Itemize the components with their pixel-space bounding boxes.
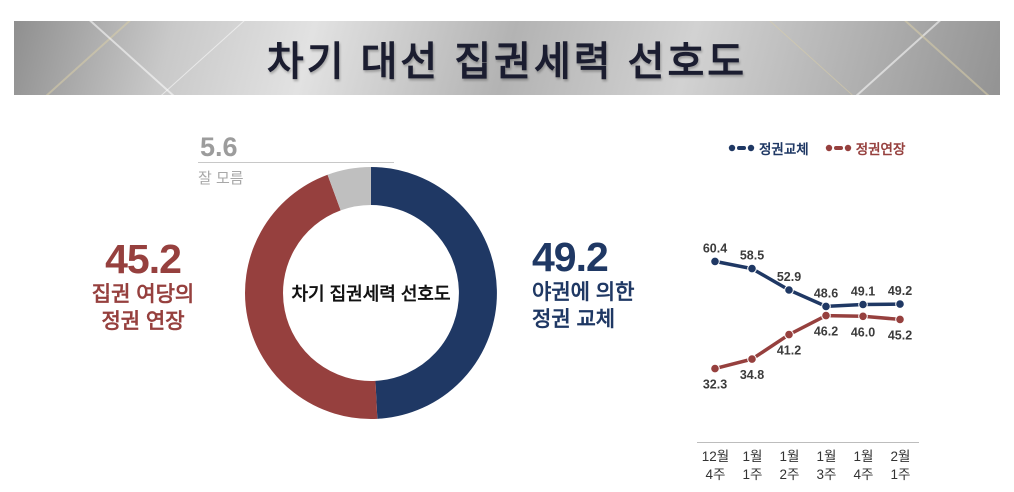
- trend-line: [714, 313, 901, 371]
- data-point-label: 46.2: [814, 325, 838, 339]
- banner-decoration-line: [812, 21, 978, 95]
- banner-decoration-line: [14, 21, 168, 95]
- trend-line: [714, 259, 901, 309]
- legend-marker-icon: [825, 144, 851, 152]
- data-point: [895, 299, 905, 309]
- donut-label-opposition: 49.2 야권에 의한 정권 교체: [532, 234, 702, 333]
- donut-segment: [370, 167, 497, 419]
- data-point-label: 60.4: [703, 241, 727, 255]
- donut-label-ruling-party: 45.2 집권 여당의 정권 연장: [68, 236, 218, 335]
- banner-decoration-line: [52, 21, 218, 95]
- title-banner: 차기 대선 집권세력 선호도: [14, 21, 1000, 95]
- x-axis-labels: 12월 4주 1월 1주 1월 2주 1월 3주 1월 4주 2월 1주: [697, 442, 919, 484]
- donut-center-label: 차기 집권세력 선호도: [291, 284, 451, 304]
- data-point-label: 52.9: [777, 270, 801, 284]
- legend-item-regime-extension: 정권연장: [825, 138, 905, 158]
- data-point-label: 58.5: [740, 249, 764, 263]
- banner-decoration-line: [867, 21, 1000, 95]
- x-axis-label: 1월 3주: [816, 449, 837, 483]
- donut-segment: [327, 167, 372, 211]
- data-point: [858, 299, 868, 310]
- data-point-label: 32.3: [703, 378, 727, 392]
- legend-item-regime-change: 정권교체: [728, 138, 809, 158]
- data-point-label: 49.1: [851, 285, 875, 299]
- trend-line-chart: 60.4 58.5 52.9 48.6 49.1 49.2 32.3 34.8 41.2 46.2…: [703, 241, 912, 392]
- data-point: [821, 301, 831, 312]
- data-point: [710, 256, 720, 267]
- x-axis-label: 12월 4주: [701, 449, 730, 483]
- x-axis-label: 2월 1주: [890, 449, 911, 483]
- data-point: [784, 285, 794, 295]
- data-point-label: 41.2: [777, 344, 801, 358]
- data-point: [784, 329, 794, 340]
- donut-segment: [245, 174, 378, 419]
- data-point-label: 45.2: [888, 328, 912, 342]
- donut-value-ruling: 45.2: [105, 236, 182, 282]
- donut-value-opposition: 49.2: [532, 234, 609, 280]
- data-point: [747, 263, 757, 274]
- data-point: [821, 310, 831, 321]
- x-axis-label: 1월 2주: [779, 449, 800, 483]
- x-axis-label: 1월 1주: [742, 449, 763, 483]
- page-title: 차기 대선 집권세력 선호도: [266, 40, 748, 84]
- data-point-label: 34.8: [740, 368, 764, 382]
- banner-decoration-line: [732, 21, 897, 95]
- x-axis-label: 1월 4주: [853, 449, 874, 483]
- data-point: [895, 314, 905, 325]
- donut-value-unknown: 5.6: [200, 132, 238, 162]
- line-chart-legend: 정권교체 정권연장: [728, 138, 905, 158]
- data-point-label: 46.0: [851, 325, 875, 339]
- data-point-label: 49.2: [888, 284, 912, 298]
- donut-caption-unknown: 잘 모름: [198, 170, 244, 187]
- data-point: [710, 363, 720, 374]
- donut-chart: [245, 167, 497, 419]
- data-point: [858, 311, 868, 322]
- data-point: [747, 354, 757, 364]
- data-point-label: 48.6: [814, 286, 838, 300]
- banner-decoration-line: [117, 21, 282, 95]
- donut-callout-line: [198, 162, 394, 163]
- legend-marker-icon: [728, 144, 755, 152]
